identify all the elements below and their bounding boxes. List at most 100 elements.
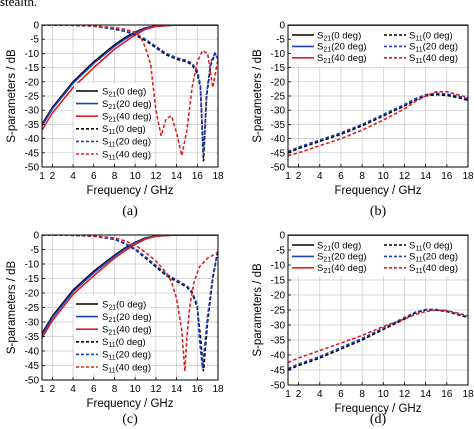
legend-subscript: 21	[108, 104, 116, 111]
legend-box	[74, 296, 150, 374]
y-tick-label: -15	[271, 276, 286, 287]
y-tick-label: -30	[25, 106, 40, 117]
y-tick-label: -50	[271, 381, 286, 392]
y-tick-label: -15	[271, 63, 286, 74]
y-tick-label: -40	[271, 134, 286, 145]
x-tick-label: 2	[50, 171, 56, 182]
x-tick-label: 18	[462, 171, 474, 182]
legend-subscript: 21	[323, 47, 331, 54]
legend-entry: S21(40 deg)	[317, 263, 367, 275]
legend-entry: S11(20 deg)	[102, 350, 151, 362]
y-tick-label: -20	[25, 289, 40, 300]
x-tick-label: 14	[420, 389, 432, 400]
y-tick-label: 0	[279, 231, 285, 242]
x-tick-label: 16	[192, 384, 204, 395]
y-tick-label: -15	[25, 63, 40, 74]
legend-box	[74, 83, 150, 161]
legend-subscript: 11	[415, 35, 422, 42]
y-axis-label: S-parameters / dB	[6, 49, 18, 143]
legend-subscript: 21	[323, 245, 331, 252]
x-tick-label: 4	[70, 384, 76, 395]
legend-entry: S11(40 deg)	[102, 362, 151, 374]
legend-box	[289, 236, 467, 277]
panel-label: (d)	[370, 412, 387, 427]
legend-subscript: 11	[415, 268, 422, 275]
y-tick-label: -35	[271, 336, 286, 347]
chart-panel-3: S21(0 deg)S21(20 deg)S21(40 deg) S11(0 de…	[252, 231, 474, 428]
legend-entry: S11(40 deg)	[102, 149, 151, 161]
x-tick-label: 1	[39, 384, 45, 395]
chart-panel-2: S21(0 deg)S21(20 deg)S21(40 deg)S11(0 de…	[6, 231, 224, 428]
x-tick-label: 16	[441, 389, 453, 400]
legend-subscript: 21	[323, 268, 331, 275]
x-tick-label: 6	[91, 171, 97, 182]
x-tick-label: 18	[212, 171, 224, 182]
x-tick-label: 8	[359, 171, 365, 182]
y-tick-label: -25	[25, 92, 40, 103]
y-tick-label: -30	[25, 318, 40, 329]
x-tick-label: 12	[150, 171, 162, 182]
legend-subscript: 21	[323, 35, 331, 42]
series-line-3	[288, 93, 468, 154]
y-tick-label: -10	[271, 261, 286, 272]
y-tick-label: -25	[271, 92, 286, 103]
x-tick-label: 6	[91, 384, 97, 395]
x-tick-label: 16	[192, 171, 204, 182]
y-axis-label: S-parameters / dB	[6, 261, 18, 355]
legend-box	[289, 26, 467, 67]
legend-subscript: 21	[108, 330, 116, 337]
legend-subscript: 21	[108, 317, 116, 324]
x-tick-label: 10	[130, 171, 142, 182]
x-tick-label: 14	[420, 171, 432, 182]
x-tick-label: 1	[39, 171, 45, 182]
y-tick-label: -25	[271, 306, 286, 317]
x-tick-label: 18	[212, 384, 224, 395]
x-tick-label: 4	[317, 389, 323, 400]
x-tick-label: 2	[296, 389, 302, 400]
legend-entry: S11(0 deg)	[409, 240, 453, 252]
legend-entry: S21(0 deg)	[317, 30, 361, 42]
y-axis-label: S-parameters / dB	[252, 49, 264, 143]
legend-subscript: 11	[415, 47, 422, 54]
x-tick-label: 1	[285, 171, 291, 182]
y-axis-label: S-parameters / dB	[252, 263, 264, 357]
x-tick-label: 6	[338, 171, 344, 182]
y-tick-label: -5	[30, 35, 39, 46]
y-tick-label: -40	[25, 347, 40, 358]
series-line-1	[42, 25, 218, 127]
y-tick-label: -45	[25, 361, 40, 372]
x-tick-label: 12	[150, 384, 162, 395]
y-tick-label: -50	[25, 163, 40, 174]
legend-entry: S11(0 deg)	[409, 30, 453, 42]
x-tick-label: 6	[338, 389, 344, 400]
x-tick-label: 10	[378, 171, 390, 182]
y-tick-label: 0	[33, 21, 39, 32]
legend-subscript: 11	[415, 257, 422, 264]
legend-entry: S21(40 deg)	[317, 53, 367, 65]
y-tick-label: -50	[271, 163, 286, 174]
legend-entry: S11(40 deg)	[409, 263, 458, 275]
y-tick-label: -20	[25, 77, 40, 88]
series-line-2	[42, 235, 218, 339]
series-line-4	[288, 92, 468, 153]
chart-panel-1: S21(0 deg)S21(20 deg)S21(40 deg) S11(0 de…	[252, 21, 474, 220]
x-tick-label: 12	[399, 171, 411, 182]
y-tick-label: -5	[30, 245, 39, 256]
x-tick-label: 14	[171, 171, 183, 182]
y-tick-label: -20	[271, 291, 286, 302]
x-tick-label: 16	[441, 171, 453, 182]
x-axis-label: Frequency / GHz	[87, 398, 174, 410]
series-line-5	[42, 25, 218, 156]
legend-subscript: 11	[108, 342, 115, 349]
x-tick-label: 12	[399, 389, 411, 400]
x-axis-label: Frequency / GHz	[335, 185, 422, 197]
legend-entry: S21(20 deg)	[102, 312, 152, 324]
y-tick-label: -45	[25, 148, 40, 159]
x-tick-label: 2	[296, 171, 302, 182]
legend-entry: S11(0 deg)	[102, 337, 146, 349]
legend-subscript: 21	[323, 58, 331, 65]
series-line-5	[288, 90, 468, 157]
legend-entry: S21(20 deg)	[317, 42, 367, 54]
legend-subscript: 21	[108, 304, 116, 311]
